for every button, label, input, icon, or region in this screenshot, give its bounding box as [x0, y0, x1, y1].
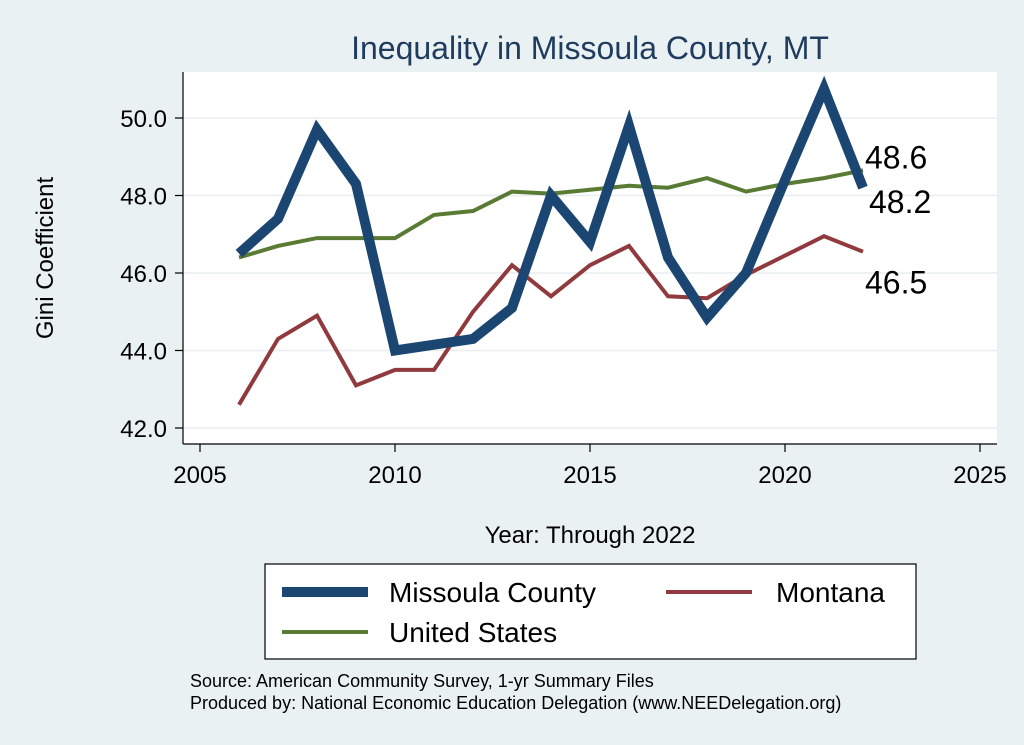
x-ticks: 2005 2010 2015 2020 2025	[173, 444, 1007, 489]
x-tick-label: 2005	[173, 462, 226, 489]
x-tick-label: 2015	[563, 462, 616, 489]
legend-box	[264, 563, 917, 660]
source-line: Source: American Community Survey, 1-yr …	[190, 671, 654, 691]
y-axis-title: Gini Coefficient	[32, 177, 59, 340]
end-label-montana: 46.5	[865, 265, 927, 301]
end-label-united-states: 48.6	[865, 139, 927, 175]
legend-label-united-states: United States	[389, 617, 557, 648]
chart-title: Inequality in Missoula County, MT	[351, 30, 829, 66]
x-tick-label: 2025	[953, 462, 1006, 489]
y-tick-label: 42.0	[120, 416, 167, 443]
plot-area	[183, 72, 997, 444]
series-lines	[235, 75, 868, 406]
y-tick-label: 46.0	[120, 261, 167, 288]
legend-label-missoula-county: Missoula County	[389, 577, 596, 608]
x-tick-label: 2010	[368, 462, 421, 489]
y-ticks: 42.0 44.0 46.0 48.0 50.0	[120, 106, 183, 443]
end-labels: 48.2 46.5 48.6	[865, 139, 931, 300]
series-line-montana	[237, 234, 864, 406]
x-axis-title: Year: Through 2022	[485, 522, 696, 549]
grid-lines	[183, 117, 997, 429]
legend-label-montana: Montana	[776, 577, 885, 608]
x-tick-label: 2020	[758, 462, 811, 489]
legend: Missoula County Montana United States	[264, 563, 917, 660]
y-tick-label: 48.0	[120, 184, 167, 211]
produced-by-line: Produced by: National Economic Education…	[190, 693, 841, 713]
y-tick-label: 44.0	[120, 339, 167, 366]
series-line-missoula-county	[235, 75, 868, 357]
end-label-missoula-county: 48.2	[869, 184, 931, 220]
y-tick-label: 50.0	[120, 106, 167, 133]
